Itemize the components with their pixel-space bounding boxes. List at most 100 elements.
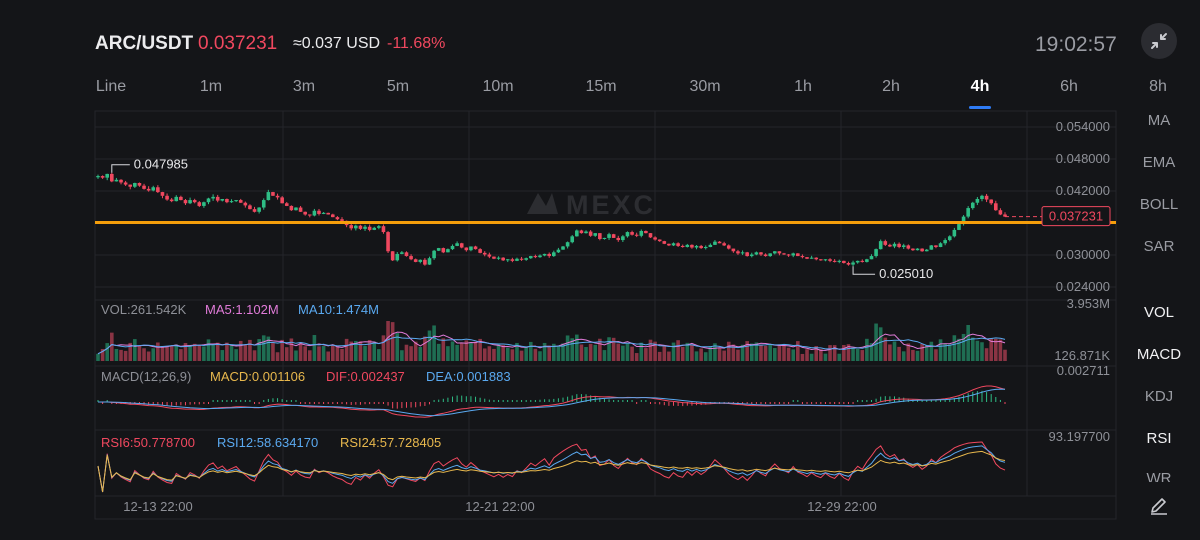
tab-6h[interactable]: 6h (1060, 78, 1078, 95)
indicator-macd[interactable]: MACD (1136, 346, 1182, 363)
candle-body (179, 196, 183, 201)
volume-bar (703, 352, 708, 361)
indicator-rsi[interactable]: RSI (1146, 430, 1172, 447)
candle-body (188, 200, 192, 204)
macd-bar (673, 402, 675, 406)
candle-body (464, 247, 469, 251)
macd-bar (516, 400, 518, 402)
volume-bar (478, 338, 482, 361)
macd-bar (852, 402, 854, 404)
macd-bar (240, 400, 242, 402)
volume-bar (547, 345, 551, 361)
volume-bar (989, 338, 993, 361)
rsi24-line (97, 450, 1006, 493)
candle-body (478, 249, 482, 253)
candle-body (289, 205, 294, 211)
tab-10m[interactable]: 10m (482, 78, 514, 95)
candle-body (690, 244, 694, 248)
candle-body (883, 241, 888, 245)
candle-body (837, 260, 842, 262)
volume-bar (998, 339, 1003, 361)
indicator-sar[interactable]: SAR (1143, 238, 1175, 255)
volume-bar (510, 349, 515, 361)
volume-bar (782, 344, 786, 361)
indicator-ema[interactable]: EMA (1142, 154, 1176, 171)
volume-bar (386, 321, 390, 361)
candles (96, 172, 1007, 267)
tab-15m[interactable]: 15m (585, 78, 617, 95)
macd-bar (438, 399, 440, 402)
tab-line[interactable]: Line (95, 78, 127, 95)
candle-body (533, 256, 538, 258)
volume-bar (791, 349, 796, 361)
candle-body (528, 256, 533, 259)
volume-bar (796, 341, 800, 361)
indicator-vol[interactable]: VOL (1143, 304, 1174, 321)
macd-bar (999, 399, 1001, 402)
volume-bar (202, 346, 206, 361)
volume-bar (469, 342, 473, 361)
volume-bar (938, 339, 943, 361)
volume-bar (832, 345, 837, 361)
candle-body (828, 259, 832, 261)
candle-body (243, 202, 248, 206)
macd-bar (475, 396, 477, 402)
volume-bar (381, 335, 386, 361)
indicator-wr[interactable]: WR (1146, 470, 1172, 482)
tab-1h[interactable]: 1h (794, 78, 812, 95)
macd-bar (217, 400, 219, 402)
indicator-kdj[interactable]: KDJ (1144, 388, 1174, 405)
macd-bar (567, 396, 569, 402)
tab-8h[interactable]: 8h (1149, 78, 1167, 95)
volume-bar (179, 349, 183, 361)
macd-bar (953, 398, 955, 402)
volume-bar (243, 344, 248, 361)
candle-body (215, 196, 220, 201)
tab-4h[interactable]: 4h (970, 78, 990, 95)
volume-bar (980, 342, 984, 361)
candle-body (390, 251, 395, 261)
candle-body (487, 254, 492, 257)
macd-bar (111, 402, 113, 404)
macd-bar (815, 402, 817, 404)
macd-bar (231, 400, 233, 402)
candle-body (561, 246, 565, 250)
tab-5m[interactable]: 5m (386, 78, 410, 95)
candle-body (482, 252, 487, 255)
candle-body (639, 231, 644, 236)
indicator-boll[interactable]: BOLL (1139, 196, 1179, 213)
current-price-value: 0.037231 (1049, 209, 1103, 224)
volume-bar (924, 345, 929, 361)
candle-body (842, 260, 846, 263)
tab-3m[interactable]: 3m (292, 78, 316, 95)
macd-bar (608, 399, 610, 402)
volume-bar (238, 340, 243, 361)
indicator-ma[interactable]: MA (1147, 112, 1171, 129)
candle-body (888, 244, 892, 247)
candle-body (455, 243, 459, 246)
volume-bar (192, 343, 197, 361)
macd-bar (613, 400, 615, 402)
candle-body (303, 211, 307, 215)
volume-bar (846, 344, 851, 361)
volume-bar (146, 351, 151, 361)
tab-30m[interactable]: 30m (689, 78, 721, 95)
volume-bar (225, 342, 229, 361)
tab-2h[interactable]: 2h (882, 78, 900, 95)
macd-bar (935, 400, 937, 402)
tab-1m[interactable]: 1m (199, 78, 223, 95)
draw-tool-button[interactable] (1148, 494, 1170, 516)
candle-body (611, 234, 616, 238)
candle-body (229, 201, 234, 203)
collapse-button[interactable] (1141, 23, 1177, 59)
volume-bar (768, 344, 772, 361)
volume-bar (542, 342, 547, 361)
candle-body (565, 242, 570, 247)
macd-bar (184, 402, 186, 406)
macd-bar (958, 396, 960, 402)
volume-bar (413, 341, 418, 361)
price-change: -11.68% (387, 35, 446, 52)
macd-bar (323, 402, 325, 404)
pair-name[interactable]: ARC/USDT (95, 33, 194, 54)
